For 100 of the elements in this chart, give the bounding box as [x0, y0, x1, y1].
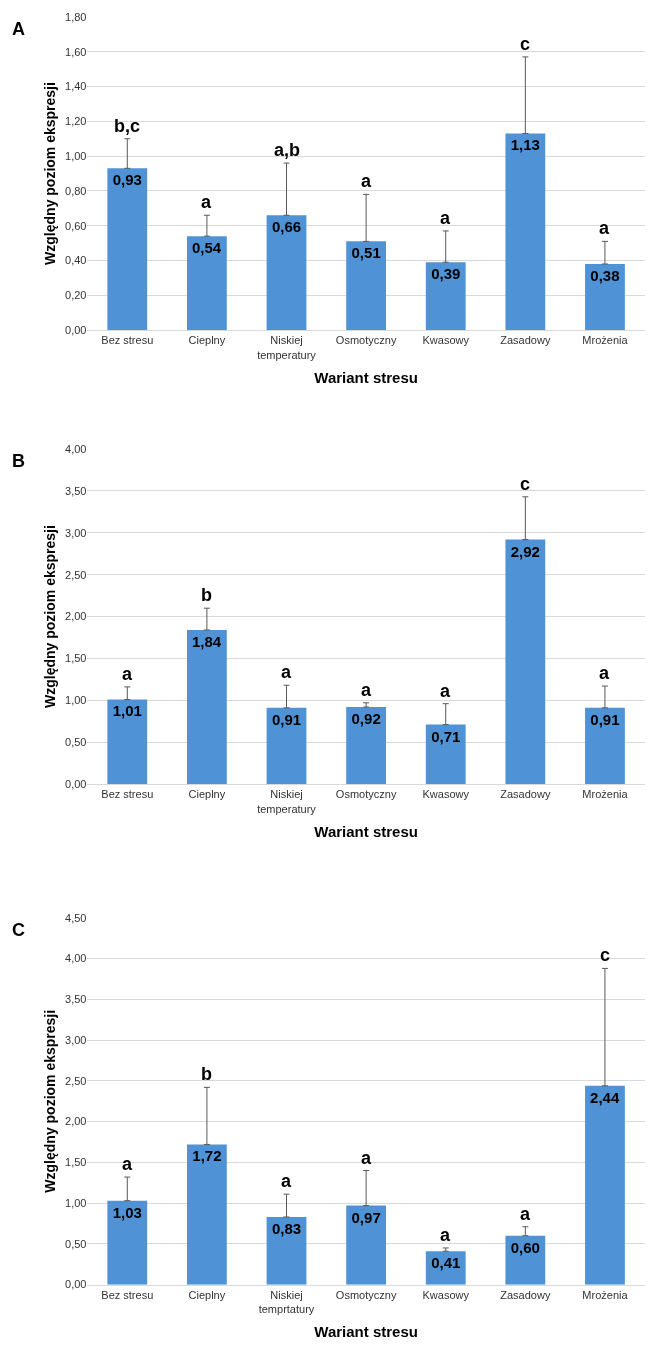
data-label: 0,39 [431, 265, 461, 283]
x-tick-label: Bez stresu [101, 788, 154, 801]
data-label: 0,41 [431, 1254, 461, 1272]
y-tick-label: 1,00 [65, 694, 87, 707]
annotation: a [361, 680, 372, 700]
x-tick-label: Zasadowy [500, 334, 551, 347]
y-tick-label: 2,50 [65, 1074, 87, 1087]
data-label: 0,92 [351, 710, 381, 728]
data-label: 0,93 [112, 171, 142, 189]
data-label: 0,91 [590, 710, 620, 728]
x-axis-title: Wariant stresu [314, 368, 418, 386]
y-tick-label: 1,50 [65, 1156, 87, 1169]
y-tick-label: 3,50 [65, 993, 87, 1006]
x-tick-label: Niskiej temperatury [257, 788, 317, 815]
x-tick-label: Osmotyczny [335, 1288, 397, 1301]
annotation: a [122, 664, 133, 684]
y-tick-label: 0,40 [65, 254, 87, 267]
x-tick-label: Kwasowy [422, 788, 470, 801]
bar [585, 707, 625, 785]
bar [585, 263, 625, 331]
y-tick-label: 0,00 [65, 323, 87, 336]
x-tick-label: Cieplny [188, 788, 226, 801]
annotation: a [281, 1171, 292, 1191]
bar [425, 724, 466, 785]
bar [425, 262, 466, 331]
x-axis-title: Wariant stresu [314, 822, 418, 840]
annotation: a [599, 218, 610, 238]
bar [585, 1085, 625, 1285]
annotation: c [600, 945, 611, 965]
bar [186, 1144, 227, 1285]
annotation: a [440, 681, 451, 701]
y-tick-label: 1,00 [65, 1196, 87, 1209]
bar [107, 699, 148, 785]
x-tick-label: Niskiej temprtatury [258, 1288, 315, 1316]
y-tick-label: 1,00 [65, 149, 87, 162]
data-label: 1,13 [510, 136, 540, 154]
bar [346, 707, 387, 785]
bar [107, 168, 148, 331]
data-label: 2,92 [510, 542, 540, 560]
y-tick-label: 2,50 [65, 568, 87, 581]
annotation: a [122, 1154, 133, 1174]
y-axis-title: Względny poziom ekspresji [41, 1009, 58, 1193]
x-tick-label: Mrożenia [582, 788, 629, 801]
y-tick-label: 4,00 [65, 442, 87, 455]
bar [266, 707, 307, 785]
annotation: a [201, 192, 212, 212]
data-label: 1,01 [112, 702, 142, 720]
data-label: 0,66 [271, 218, 302, 236]
y-tick-label: 1,40 [65, 80, 87, 93]
y-tick-label: 1,20 [65, 115, 87, 128]
annotation: a [281, 662, 292, 682]
y-tick-label: 3,00 [65, 1033, 87, 1046]
y-tick-label: 0,80 [65, 184, 87, 197]
y-tick-label: 1,50 [65, 652, 87, 665]
y-tick-label: 3,50 [65, 484, 87, 497]
annotation: b,c [114, 116, 141, 136]
y-tick-label: 4,50 [65, 911, 87, 924]
annotation: a [599, 663, 610, 683]
chart-title: A [12, 19, 25, 39]
annotation: a [440, 208, 451, 228]
x-tick-label: Zasadowy [500, 788, 551, 801]
annotation: a,b [274, 140, 301, 160]
data-label: 0,38 [590, 266, 620, 284]
bar [186, 236, 227, 331]
x-tick-label: Niskiej temperatury [257, 334, 317, 361]
x-tick-label: Kwasowy [422, 334, 470, 347]
bar [266, 215, 307, 331]
annotation: a [361, 171, 372, 191]
y-tick-label: 2,00 [65, 610, 87, 623]
y-tick-label: 3,00 [65, 526, 87, 539]
data-label: 0,60 [510, 1238, 540, 1256]
data-label: 0,51 [351, 244, 381, 262]
data-label: 1,03 [112, 1203, 142, 1221]
x-tick-label: Cieplny [188, 334, 226, 347]
data-label: 0,54 [191, 239, 222, 257]
y-tick-label: 1,80 [65, 10, 87, 23]
data-label: 2,44 [590, 1088, 620, 1106]
x-tick-label: Osmotyczny [335, 788, 397, 801]
x-tick-label: Zasadowy [500, 1288, 551, 1301]
x-tick-label: Bez stresu [101, 334, 154, 347]
y-tick-label: 0,50 [65, 1237, 87, 1250]
annotation: b [201, 585, 212, 605]
data-label: 0,91 [271, 710, 302, 728]
y-tick-label: 1,60 [65, 45, 87, 58]
annotation: c [520, 474, 531, 494]
y-tick-label: 0,60 [65, 219, 87, 232]
y-tick-label: 4,00 [65, 952, 87, 965]
y-tick-label: 0,00 [65, 1278, 87, 1291]
bar [346, 1205, 387, 1285]
bar [107, 1200, 148, 1285]
data-label: 0,71 [431, 727, 461, 745]
x-tick-label: Mrożenia [582, 1288, 629, 1301]
y-axis-title: Względny poziom ekspresji [41, 82, 58, 265]
annotation: a [361, 1148, 372, 1168]
chart-title: C [12, 920, 25, 940]
x-tick-label: Bez stresu [101, 1288, 154, 1301]
annotation: a [440, 1225, 451, 1245]
bar [186, 629, 227, 785]
y-tick-label: 0,20 [65, 289, 87, 302]
x-tick-label: Mrożenia [582, 334, 629, 347]
